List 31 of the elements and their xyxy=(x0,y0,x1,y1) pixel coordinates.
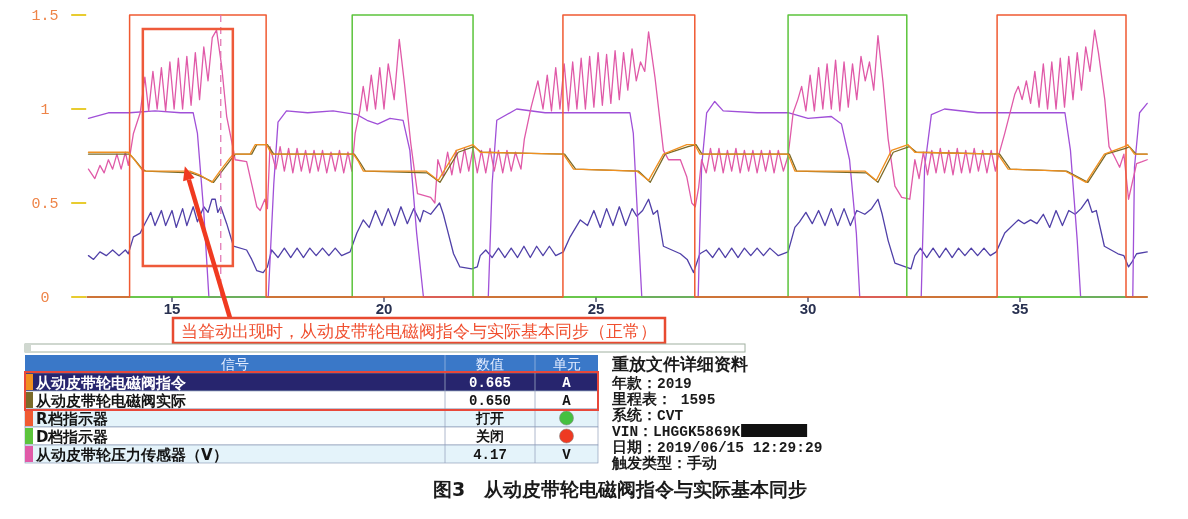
legend-title: 信号 xyxy=(221,356,249,372)
text: A xyxy=(562,393,571,409)
text: A xyxy=(562,375,571,391)
line-series xyxy=(87,29,1148,212)
y-tick-label: 0.5 xyxy=(31,196,59,213)
line-series xyxy=(87,144,1148,183)
legend-label: 从动皮带轮电磁阀实际 xyxy=(35,392,186,410)
text: 打开 xyxy=(476,411,504,427)
details: 重放文件详细资料 年款：2019 里程表： 1595 系统：CVT VIN：LHGGK5869K 日期：2019/06/15 12:29:29 触发类型：手动 xyxy=(612,354,823,472)
x-tick-label: 20 xyxy=(375,300,393,317)
annotation: 当耸动出现时，从动皮带轮电磁阀指令与实际基本同步（正常） xyxy=(181,321,657,341)
text: 数值 xyxy=(476,356,504,372)
text: 4.17 xyxy=(473,447,507,463)
x-tick-label: 30 xyxy=(799,300,817,317)
y-tick-label: 1 xyxy=(40,102,50,119)
line-series xyxy=(87,198,1148,274)
x-tick-label: 15 xyxy=(163,300,181,317)
x-tick-label: 35 xyxy=(1011,300,1029,317)
text: 关闭 xyxy=(476,429,504,445)
text: 0.665 xyxy=(468,375,512,391)
text: 单元 xyxy=(552,356,581,372)
y-tick-label: 1.5 xyxy=(31,8,59,25)
text: V xyxy=(562,447,571,463)
legend-label: 从动皮带轮电磁阀指令 xyxy=(35,374,187,392)
legend-label: D档指示器 xyxy=(36,428,109,446)
text: 0.650 xyxy=(468,393,512,409)
legend-label: 从动皮带轮压力传感器（V） xyxy=(35,446,228,464)
text: 图3 从动皮带轮电磁阀指令与实际基本同步 xyxy=(432,478,808,500)
legend-label: R档指示器 xyxy=(36,410,108,428)
y-tick-label: 0 xyxy=(40,290,50,307)
x-tick-label: 25 xyxy=(587,300,605,317)
